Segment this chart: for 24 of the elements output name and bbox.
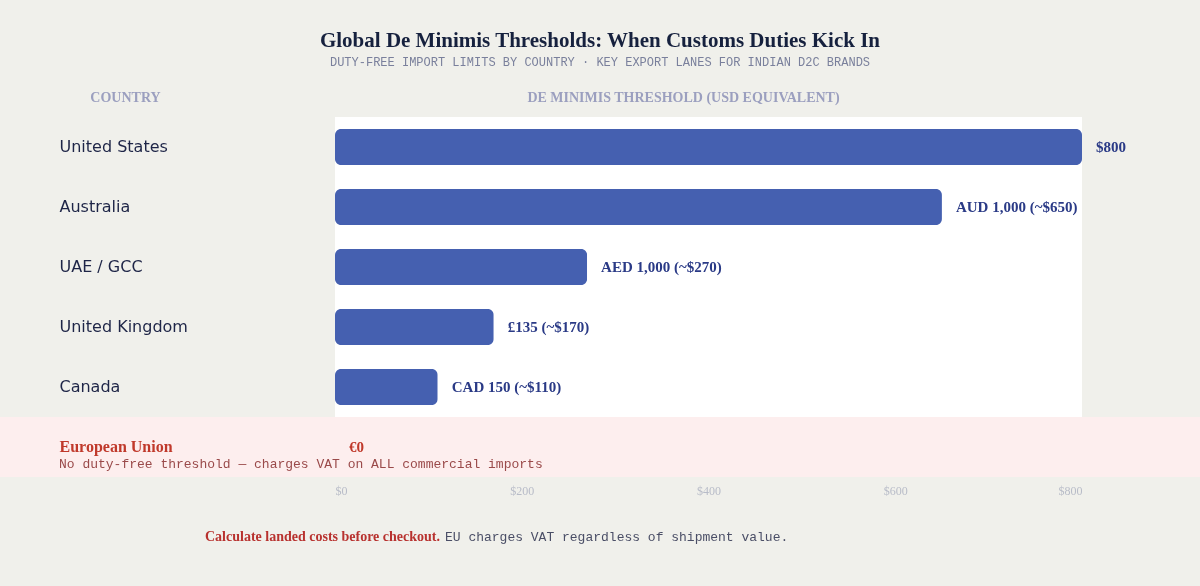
chart-subtitle: DUTY-FREE IMPORT LIMITS BY COUNTRY · KEY EXPORT LANES FOR INDIAN D2C BRANDS xyxy=(329,56,871,70)
data-label: AED 1,000 (~$270) xyxy=(601,259,722,276)
chart-title: Global De Minimis Thresholds: When Customs Duties Kick In xyxy=(319,28,881,52)
annotation: No duty-free threshold — charges VAT on ALL commercial imports xyxy=(59,457,543,472)
x-tick-label: $800 xyxy=(1058,483,1083,498)
data-label: $800 xyxy=(1096,139,1126,155)
y-axis-title: COUNTRY xyxy=(90,89,161,105)
data-label: £135 (~$170) xyxy=(507,319,590,336)
y-tick-label: UAE / GCC xyxy=(59,257,143,276)
y-tick-label: Australia xyxy=(59,197,131,216)
data-label: AUD 1,000 (~$650) xyxy=(955,199,1078,216)
x-tick-label: $0 xyxy=(335,483,348,498)
data-label: CAD 150 (~$110) xyxy=(451,379,562,396)
y-tick-label: United States xyxy=(59,137,168,156)
y-tick-label: Canada xyxy=(59,377,121,396)
text: EU charges VAT regardless of shipment value. xyxy=(445,530,789,545)
y-tick-label: European Union xyxy=(59,438,173,456)
x-tick-label: $600 xyxy=(883,483,908,498)
x-tick-label: $200 xyxy=(510,483,535,498)
data-label: €0 xyxy=(349,439,364,455)
x-tick-label: $400 xyxy=(697,483,721,498)
y-tick-label: United Kingdom xyxy=(59,317,188,336)
text: Calculate landed costs before checkout. xyxy=(205,529,440,544)
x-axis-title: DE MINIMIS THRESHOLD (USD EQUIVALENT) xyxy=(527,89,840,106)
